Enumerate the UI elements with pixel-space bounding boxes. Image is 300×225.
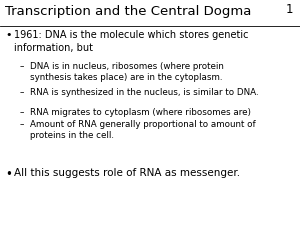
Text: RNA is synthesized in the nucleus, is similar to DNA.: RNA is synthesized in the nucleus, is si…: [30, 88, 259, 97]
Text: –: –: [20, 108, 24, 117]
Text: –: –: [20, 120, 24, 129]
Text: –: –: [20, 62, 24, 71]
Text: –: –: [20, 88, 24, 97]
Text: •: •: [5, 30, 11, 40]
Text: RNA migrates to cytoplasm (where ribosomes are): RNA migrates to cytoplasm (where ribosom…: [30, 108, 251, 117]
Text: Amount of RNA generally proportional to amount of
proteins in the cell.: Amount of RNA generally proportional to …: [30, 120, 256, 140]
Text: 1: 1: [286, 3, 293, 16]
Text: 1961: DNA is the molecule which stores genetic
information, but: 1961: DNA is the molecule which stores g…: [14, 30, 248, 53]
Text: •: •: [5, 168, 12, 181]
Text: All this suggests role of RNA as messenger.: All this suggests role of RNA as messeng…: [14, 168, 240, 178]
Text: Transcription and the Central Dogma: Transcription and the Central Dogma: [5, 5, 251, 18]
Text: DNA is in nucleus, ribosomes (where protein
synthesis takes place) are in the cy: DNA is in nucleus, ribosomes (where prot…: [30, 62, 224, 82]
